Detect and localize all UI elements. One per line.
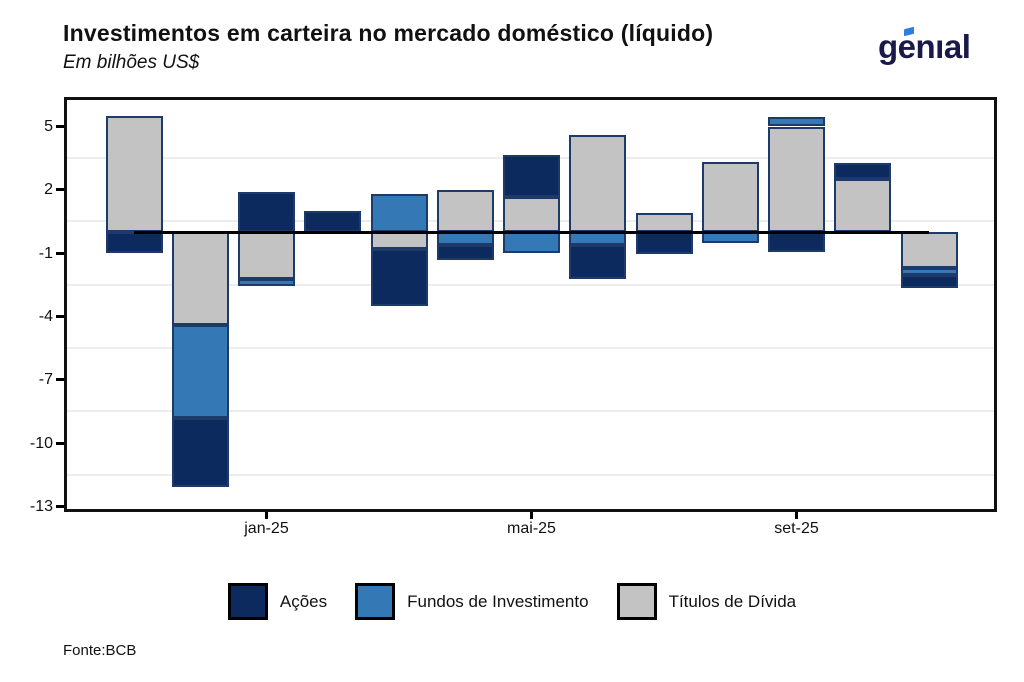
legend-item-Títulos de Dívida: Títulos de Dívida xyxy=(616,583,797,620)
bar-segment-Ações-jun-25 xyxy=(569,244,627,280)
y-tick-mark xyxy=(56,125,64,128)
x-tick-label: jan-25 xyxy=(244,520,289,537)
bar-segment-Ações-dez-24 xyxy=(171,417,229,488)
bar-segment-Títulos de Dívida-out-25 xyxy=(834,179,892,232)
page-subtitle: Em bilhões US$ xyxy=(63,52,200,73)
genial-logo: genıal xyxy=(878,22,1008,70)
legend-item-Fundos de Investimento: Fundos de Investimento xyxy=(355,583,589,620)
y-tick-label: 5 xyxy=(44,118,53,135)
bar-segment-Ações-out-25 xyxy=(834,163,892,180)
legend-label: Títulos de Dívida xyxy=(668,591,797,611)
bar-segment-Títulos de Dívida-abr-25 xyxy=(436,189,494,232)
y-tick-label: -10 xyxy=(29,434,53,452)
bar-segment-Ações-set-25 xyxy=(768,232,825,253)
bar-segment-Ações-jan-25 xyxy=(238,191,295,232)
bar-segment-Títulos de Dívida-mai-25 xyxy=(503,197,560,232)
x-tick-mark xyxy=(265,512,268,519)
legend-swatch-Fundos de Investimento xyxy=(355,583,396,620)
x-tick-mark xyxy=(530,512,533,519)
page-title: Investimentos em carteira no mercado dom… xyxy=(63,20,714,46)
bar-segment-Fundos de Investimento-mai-25 xyxy=(503,232,560,254)
legend-label: Fundos de Investimento xyxy=(407,591,589,611)
gridline xyxy=(67,410,994,413)
y-tick-mark xyxy=(56,441,64,445)
y-tick-mark xyxy=(56,188,64,192)
bar-segment-Fundos de Investimento-set-25 xyxy=(768,117,825,127)
bar-segment-Títulos de Dívida-mar-25 xyxy=(370,232,428,249)
bar-segment-Títulos de Dívida-nov-24 xyxy=(105,115,163,232)
bar-segment-Títulos de Dívida-jun-25 xyxy=(569,134,627,232)
bar-segment-Títulos de Dívida-jan-25 xyxy=(238,232,295,280)
bar-segment-Ações-jul-25 xyxy=(635,232,693,255)
zero-line xyxy=(134,230,929,234)
y-tick-mark xyxy=(56,251,64,255)
gridline xyxy=(67,473,994,476)
bar-segment-Fundos de Investimento-abr-25 xyxy=(436,232,494,245)
y-tick-mark xyxy=(56,314,64,318)
y-tick-label: -13 xyxy=(29,497,53,515)
y-axis: 5 2 -1 -4 -7 -10 -13 xyxy=(0,100,53,515)
bar-segment-Ações-mai-25 xyxy=(503,154,560,198)
bar-segment-Fundos de Investimento-dez-24 xyxy=(171,324,229,418)
bar-segment-Ações-fev-25 xyxy=(304,210,362,232)
bar-segment-Fundos de Investimento-mar-25 xyxy=(370,194,428,232)
x-tick-mark xyxy=(795,512,798,519)
bar-segment-Títulos de Dívida-nov-25 xyxy=(900,232,958,268)
bar-segment-Fundos de Investimento-ago-25 xyxy=(701,232,759,243)
genial-logo-text: genıal xyxy=(878,28,971,65)
y-tick-mark xyxy=(56,504,64,508)
plot-area: jan-25 mai-25 set-25 xyxy=(56,97,997,537)
y-tick-label: -7 xyxy=(38,371,53,389)
legend-swatch-Títulos de Dívida xyxy=(616,583,657,620)
bar-segment-Ações-nov-24 xyxy=(105,232,163,254)
y-tick-mark xyxy=(56,378,64,382)
y-tick-label: -1 xyxy=(38,244,53,262)
legend: Ações Fundos de Investimento Títulos de Dí… xyxy=(0,583,1024,620)
source-note: Fonte:BCB xyxy=(63,642,137,659)
bar-segment-Ações-nov-25 xyxy=(900,275,958,288)
y-tick-label: -4 xyxy=(38,307,53,325)
bar-segment-Títulos de Dívida-set-25 xyxy=(768,126,825,232)
bar-segment-Ações-mar-25 xyxy=(370,248,428,306)
gridline xyxy=(67,347,994,350)
bar-segment-Fundos de Investimento-jan-25 xyxy=(238,279,295,286)
gridline xyxy=(67,283,994,286)
x-tick-label: set-25 xyxy=(774,520,819,537)
legend-swatch-Ações xyxy=(227,583,268,620)
legend-label: Ações xyxy=(279,591,328,611)
bar-segment-Títulos de Dívida-dez-24 xyxy=(171,232,229,325)
bar-segment-Títulos de Dívida-ago-25 xyxy=(701,162,759,232)
bar-segment-Títulos de Dívida-jul-25 xyxy=(635,213,693,232)
bar-segment-Ações-abr-25 xyxy=(436,244,494,261)
legend-item-Ações: Ações xyxy=(227,583,328,620)
bar-segment-Fundos de Investimento-jun-25 xyxy=(569,232,627,245)
x-tick-label: mai-25 xyxy=(507,520,556,537)
bar-segment-Fundos de Investimento-nov-25 xyxy=(900,267,958,276)
y-tick-label: 2 xyxy=(44,181,53,199)
